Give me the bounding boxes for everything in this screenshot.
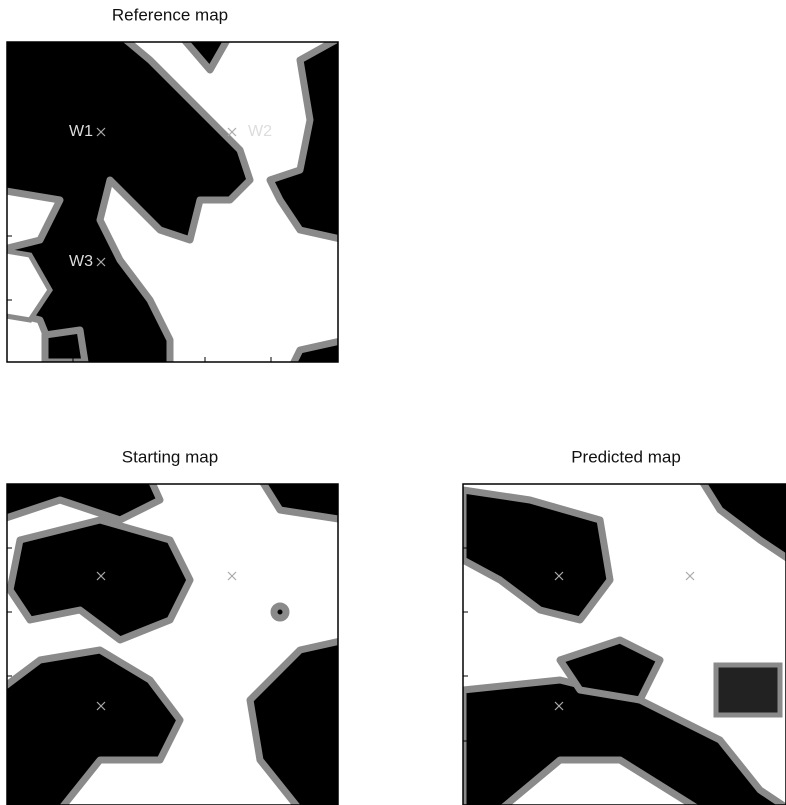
map-reference [0,35,345,370]
figure: Reference map W1 W2 W3 Starting map Pred… [0,0,786,805]
panel-title: Predicted map [571,447,681,466]
map-starting [0,478,345,805]
panel-title: Reference map [112,5,228,24]
well-label: W3 [69,253,93,270]
map-predicted [463,478,786,805]
well-label: W2 [248,123,272,140]
panel-title: Starting map [122,447,218,466]
well-label: W1 [69,123,93,140]
